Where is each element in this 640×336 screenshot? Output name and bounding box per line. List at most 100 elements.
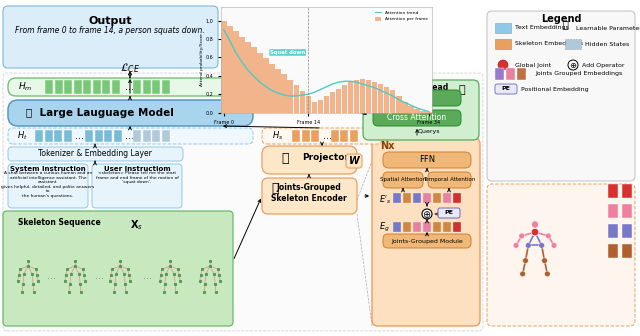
Bar bbox=[336, 89, 341, 113]
Text: Regression Head: Regression Head bbox=[376, 83, 449, 92]
Text: Joints-Grouped
Skeleton Encoder: Joints-Grouped Skeleton Encoder bbox=[271, 183, 347, 203]
Bar bbox=[495, 39, 511, 49]
Text: Text Embeddings: Text Embeddings bbox=[515, 26, 569, 31]
Bar bbox=[420, 111, 426, 113]
Bar bbox=[354, 80, 359, 113]
Text: Add Operator: Add Operator bbox=[582, 62, 625, 68]
Circle shape bbox=[498, 60, 508, 70]
Bar bbox=[300, 91, 305, 113]
Bar bbox=[305, 96, 311, 113]
Text: Positional Embedding: Positional Embedding bbox=[521, 86, 589, 91]
Text: W: W bbox=[349, 156, 360, 166]
FancyBboxPatch shape bbox=[373, 90, 461, 106]
Bar bbox=[257, 53, 263, 113]
Bar bbox=[423, 193, 431, 203]
Bar bbox=[622, 184, 632, 198]
FancyBboxPatch shape bbox=[372, 138, 480, 326]
Bar bbox=[433, 193, 441, 203]
Text: $E'_s$: $E'_s$ bbox=[379, 194, 392, 207]
FancyBboxPatch shape bbox=[8, 164, 88, 208]
Bar bbox=[393, 193, 401, 203]
Text: Tokenizer & Embedding Layer: Tokenizer & Embedding Layer bbox=[38, 150, 152, 159]
Bar bbox=[608, 244, 618, 258]
Text: Legend: Legend bbox=[541, 14, 581, 24]
Bar bbox=[402, 101, 408, 113]
Text: 🔥: 🔥 bbox=[459, 85, 465, 95]
FancyBboxPatch shape bbox=[262, 178, 357, 214]
FancyBboxPatch shape bbox=[3, 73, 483, 331]
Circle shape bbox=[545, 233, 551, 239]
Bar bbox=[287, 80, 293, 113]
FancyBboxPatch shape bbox=[363, 80, 479, 140]
FancyBboxPatch shape bbox=[8, 78, 253, 96]
Bar bbox=[95, 130, 102, 142]
Text: Skeleton Sequence: Skeleton Sequence bbox=[18, 218, 100, 227]
Text: $H_s$: $H_s$ bbox=[273, 130, 284, 142]
Bar bbox=[269, 64, 275, 113]
FancyBboxPatch shape bbox=[438, 208, 460, 218]
Text: MLP: MLP bbox=[409, 93, 425, 102]
Text: $\mathcal{L}_{DIoU}$: $\mathcal{L}_{DIoU}$ bbox=[403, 60, 431, 74]
Circle shape bbox=[545, 271, 550, 277]
Bar bbox=[45, 80, 53, 94]
Bar bbox=[330, 92, 335, 113]
Bar bbox=[443, 193, 451, 203]
Text: Querys: Querys bbox=[418, 129, 440, 134]
Bar bbox=[517, 68, 526, 80]
Bar bbox=[390, 90, 396, 113]
FancyBboxPatch shape bbox=[383, 172, 423, 188]
Text: ...: ... bbox=[95, 271, 104, 281]
FancyBboxPatch shape bbox=[428, 172, 471, 188]
Bar bbox=[227, 26, 232, 113]
Bar bbox=[245, 42, 251, 113]
Text: 🔥: 🔥 bbox=[562, 19, 568, 29]
Bar bbox=[403, 222, 411, 232]
Circle shape bbox=[525, 243, 531, 248]
Circle shape bbox=[539, 243, 545, 248]
Bar bbox=[622, 244, 632, 258]
Text: PE: PE bbox=[502, 86, 511, 91]
Bar bbox=[104, 130, 112, 142]
Text: ...: ... bbox=[125, 82, 134, 92]
Text: FFN: FFN bbox=[419, 156, 435, 165]
FancyBboxPatch shape bbox=[262, 128, 382, 144]
Circle shape bbox=[551, 243, 557, 248]
Text: $E_g$: $E_g$ bbox=[379, 221, 390, 234]
Bar bbox=[349, 130, 358, 142]
Bar bbox=[93, 80, 100, 94]
Bar bbox=[45, 130, 52, 142]
Bar bbox=[413, 193, 421, 203]
Bar bbox=[324, 96, 329, 113]
FancyBboxPatch shape bbox=[3, 211, 233, 326]
Bar bbox=[239, 37, 244, 113]
Bar bbox=[152, 80, 160, 94]
Bar bbox=[294, 85, 299, 113]
Bar bbox=[426, 112, 432, 113]
FancyBboxPatch shape bbox=[92, 164, 182, 208]
Bar bbox=[263, 58, 269, 113]
Bar bbox=[495, 68, 504, 80]
Text: Output: Output bbox=[88, 16, 132, 26]
Bar bbox=[282, 75, 287, 113]
Bar bbox=[342, 85, 348, 113]
Bar bbox=[85, 130, 93, 142]
Bar bbox=[340, 130, 348, 142]
Bar bbox=[317, 100, 323, 113]
Text: Cross Attention: Cross Attention bbox=[387, 114, 447, 123]
Bar bbox=[348, 82, 353, 113]
Text: User Instructiom: User Instructiom bbox=[104, 166, 170, 172]
Circle shape bbox=[520, 271, 525, 277]
Text: Keys & Values: Keys & Values bbox=[283, 87, 327, 92]
Bar bbox=[396, 96, 401, 113]
Bar bbox=[384, 87, 390, 113]
Bar bbox=[275, 69, 281, 113]
Text: Learnable Parameters: Learnable Parameters bbox=[576, 26, 640, 31]
Text: ...: ... bbox=[143, 271, 152, 281]
Bar bbox=[408, 106, 413, 113]
Text: ...: ... bbox=[125, 131, 134, 141]
Text: $H_t$: $H_t$ bbox=[17, 130, 28, 142]
FancyBboxPatch shape bbox=[262, 146, 357, 174]
Bar bbox=[495, 23, 511, 33]
Bar bbox=[54, 130, 62, 142]
FancyBboxPatch shape bbox=[487, 184, 635, 326]
